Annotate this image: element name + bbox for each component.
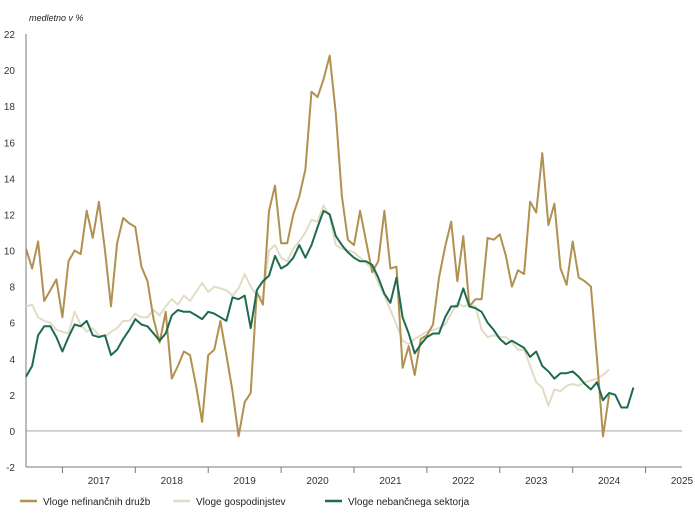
y-tick-label: 0 (9, 427, 15, 438)
legend: Vloge nefinančnih družb Vloge gospodinjst… (20, 497, 470, 508)
chart-frame (25, 34, 682, 468)
y-tick-label: 12 (4, 210, 16, 221)
y-tick-label: 20 (4, 66, 16, 77)
x-tick-label: 2023 (525, 476, 548, 487)
y-tick-label: 18 (4, 102, 16, 113)
x-tick-label: 2021 (379, 476, 402, 487)
legend-label-2: Vloge nebančnega sektorja (348, 497, 470, 508)
series-line-0 (25, 54, 611, 438)
series-line-2 (25, 209, 635, 409)
x-tick-label: 2020 (306, 476, 329, 487)
y-tick-label: -2 (6, 463, 15, 474)
y-tick-label: 10 (4, 247, 16, 258)
y-tick-label: 14 (4, 174, 16, 185)
x-tick-label: 2018 (161, 476, 184, 487)
x-tick-label: 2024 (598, 476, 621, 487)
x-axis-ticks: 2017 2018 2019 2020 2021 2022 2023 2024 2025 (61, 467, 694, 487)
y-tick-label: 22 (4, 30, 16, 41)
y-tick-label: 2 (9, 391, 15, 402)
x-tick-label: 2022 (452, 476, 475, 487)
legend-label-0: Vloge nefinančnih družb (43, 497, 151, 508)
x-tick-label: 2019 (234, 476, 257, 487)
legend-label-1: Vloge gospodinjstev (196, 497, 286, 508)
x-tick-label: 2017 (88, 476, 111, 487)
y-tick-label: 16 (4, 138, 16, 149)
y-tick-label: 6 (9, 319, 15, 330)
y-tick-label: 4 (9, 355, 15, 366)
unit-label: medletno v % (29, 13, 84, 23)
series-line-1 (25, 204, 610, 407)
series-lines (25, 54, 635, 438)
y-tick-label: 8 (9, 283, 15, 294)
x-tick-label: 2025 (671, 476, 694, 487)
